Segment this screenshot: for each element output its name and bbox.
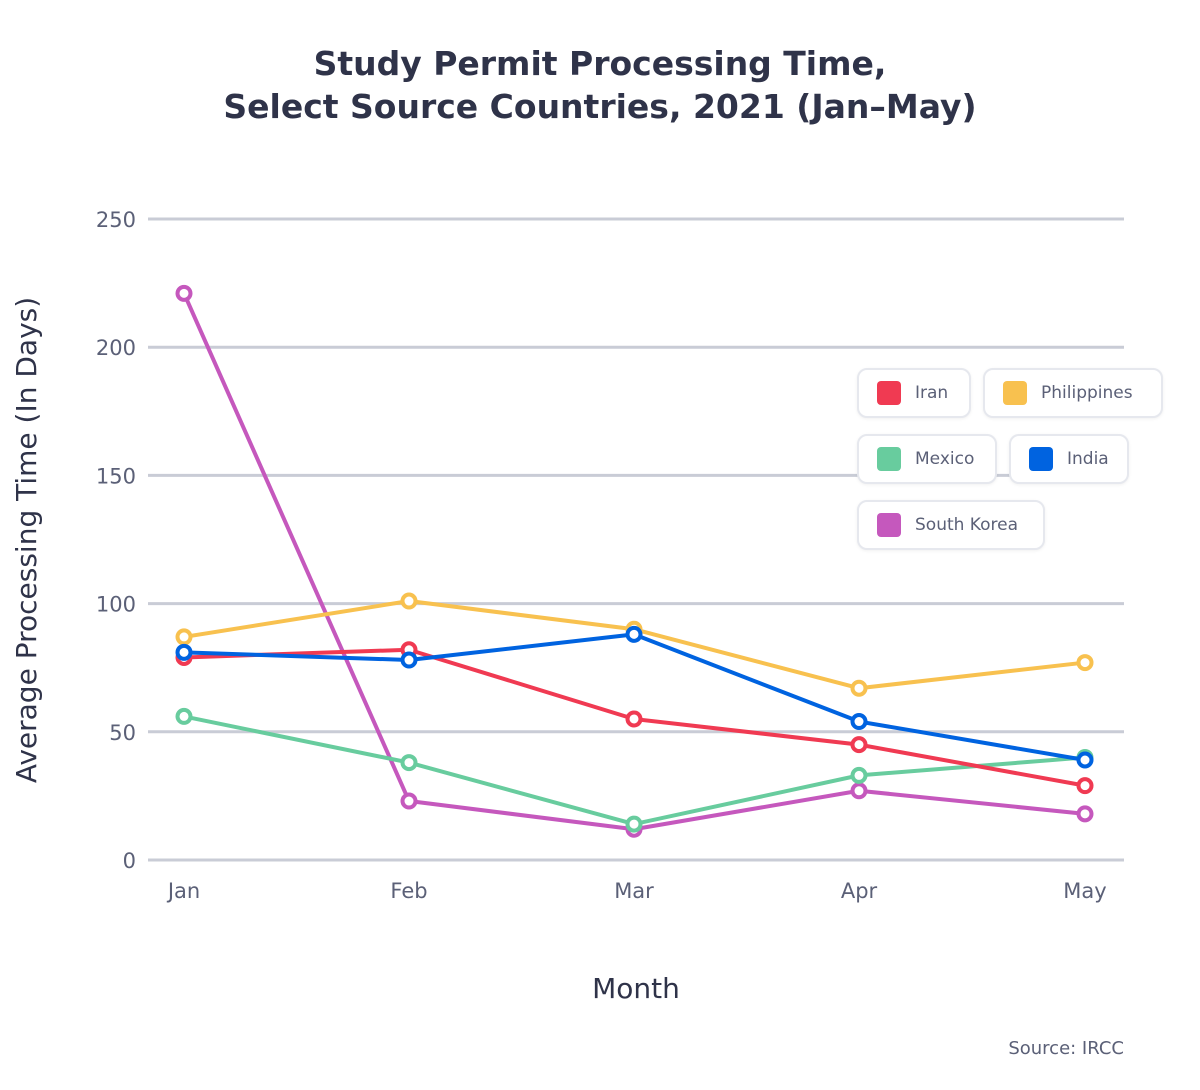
- y-tick-label: 250: [96, 208, 136, 232]
- series-philippines: [175, 592, 1094, 697]
- legend-swatch: [877, 447, 901, 471]
- chart-title-line-2: Select Source Countries, 2021 (Jan–May): [223, 87, 977, 126]
- data-point[interactable]: [175, 284, 193, 302]
- data-point[interactable]: [850, 736, 868, 754]
- legend-item-philippines[interactable]: Philippines: [983, 368, 1163, 418]
- data-point[interactable]: [400, 651, 418, 669]
- series-india: [175, 625, 1094, 769]
- data-point[interactable]: [400, 592, 418, 610]
- data-point[interactable]: [400, 792, 418, 810]
- data-point[interactable]: [175, 643, 193, 661]
- x-tick-label: May: [1063, 879, 1106, 903]
- legend-label: Iran: [915, 383, 949, 403]
- y-tick-label: 100: [96, 593, 136, 617]
- y-tick-label: 0: [123, 849, 136, 873]
- data-point[interactable]: [850, 782, 868, 800]
- y-axis-label: Average Processing Time (In Days): [10, 297, 43, 783]
- data-point[interactable]: [175, 707, 193, 725]
- legend-item-south-korea[interactable]: South Korea: [857, 500, 1045, 550]
- data-point[interactable]: [850, 713, 868, 731]
- data-point[interactable]: [625, 625, 643, 643]
- data-point[interactable]: [850, 766, 868, 784]
- series-line: [183, 599, 1086, 691]
- chart-title-line-1: Study Permit Processing Time,: [313, 44, 887, 83]
- series-mexico: [175, 707, 1094, 833]
- legend-item-india[interactable]: India: [1009, 434, 1129, 484]
- data-point[interactable]: [1076, 654, 1094, 672]
- legend-label: South Korea: [915, 515, 1019, 535]
- x-tick-label: Apr: [841, 879, 878, 903]
- data-point[interactable]: [175, 628, 193, 646]
- legend-label: Mexico: [915, 449, 975, 469]
- data-point[interactable]: [1076, 777, 1094, 795]
- data-point[interactable]: [850, 679, 868, 697]
- legend-item-mexico[interactable]: Mexico: [857, 434, 997, 484]
- data-point[interactable]: [625, 710, 643, 728]
- legend-item-iran[interactable]: Iran: [857, 368, 971, 418]
- legend-swatch: [877, 513, 901, 537]
- source-note: Source: IRCC: [1008, 1038, 1124, 1059]
- legend-label: India: [1067, 449, 1109, 469]
- x-tick-label: Mar: [614, 879, 654, 903]
- data-point[interactable]: [625, 815, 643, 833]
- data-point[interactable]: [1076, 751, 1094, 769]
- x-axis-label: Month: [592, 972, 680, 1005]
- x-tick-label: Jan: [166, 879, 200, 903]
- legend-swatch: [1003, 381, 1027, 405]
- y-tick-label: 50: [109, 721, 136, 745]
- chart-title: Study Permit Processing Time, Select Sou…: [0, 42, 1200, 128]
- y-tick-label: 150: [96, 464, 136, 488]
- legend-label: Philippines: [1041, 383, 1133, 403]
- legend-swatch: [877, 381, 901, 405]
- x-tick-label: Feb: [390, 879, 427, 903]
- y-tick-label: 200: [96, 336, 136, 360]
- data-point[interactable]: [400, 754, 418, 772]
- legend-swatch: [1029, 447, 1053, 471]
- data-point[interactable]: [1076, 805, 1094, 823]
